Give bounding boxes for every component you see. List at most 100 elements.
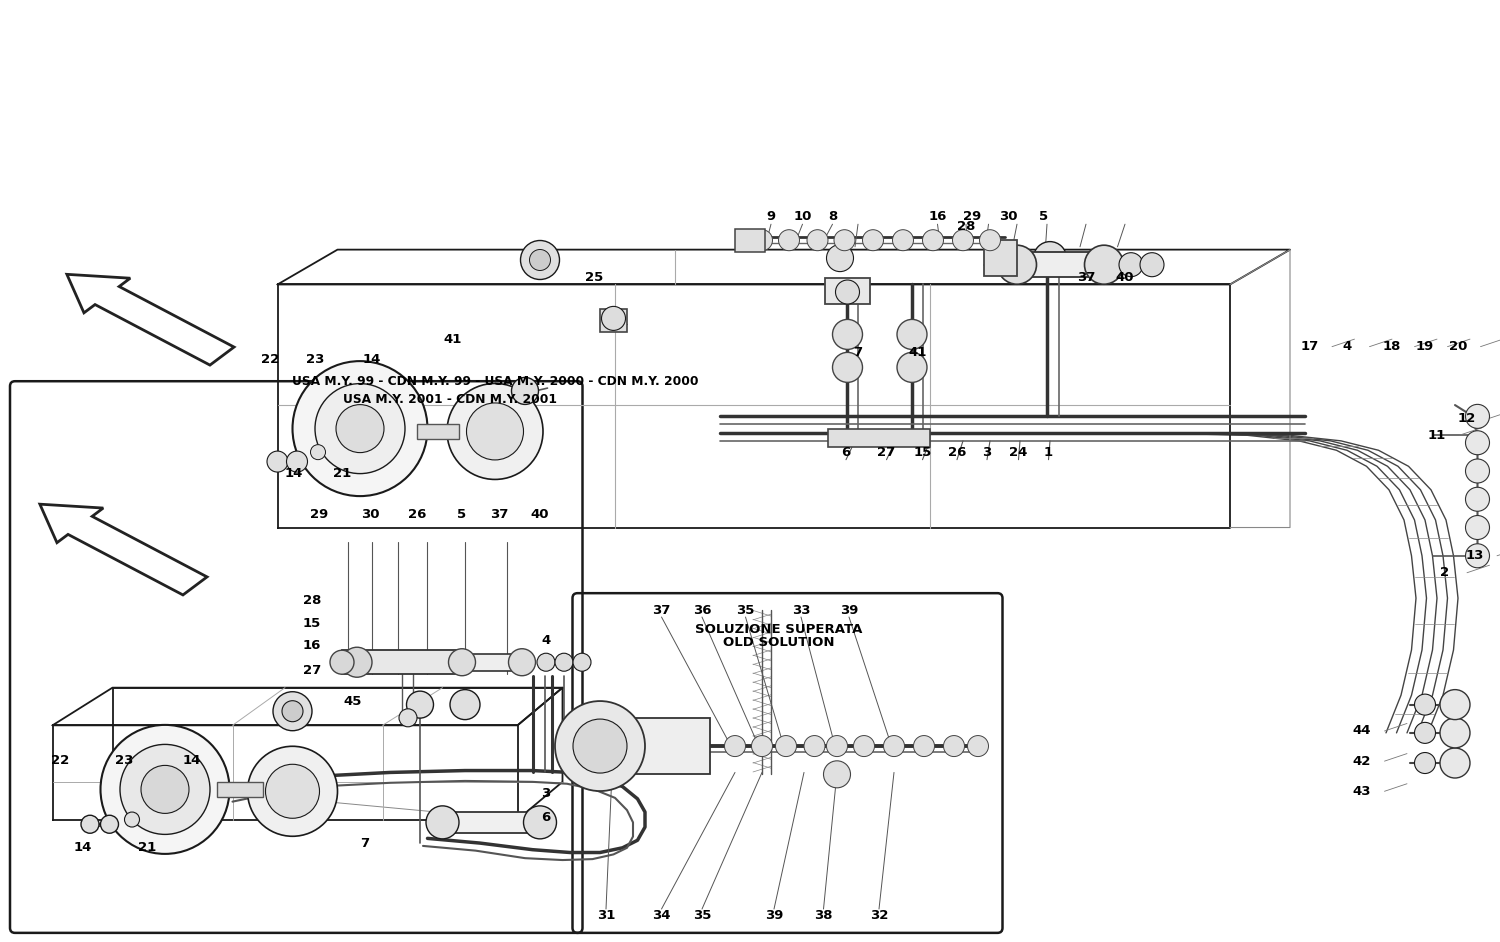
Text: 18: 18 (1383, 340, 1401, 353)
Text: 14: 14 (285, 467, 303, 480)
Circle shape (1466, 459, 1490, 483)
Circle shape (336, 405, 384, 452)
Text: 12: 12 (1458, 412, 1476, 425)
Circle shape (807, 230, 828, 251)
Text: 24: 24 (1010, 446, 1028, 459)
Circle shape (330, 650, 354, 674)
Circle shape (914, 736, 934, 756)
Circle shape (752, 230, 772, 251)
Circle shape (81, 815, 99, 834)
Text: 11: 11 (1428, 429, 1446, 442)
Circle shape (944, 736, 964, 756)
Bar (600, 309, 627, 332)
Text: 14: 14 (363, 353, 381, 366)
Text: 45: 45 (344, 695, 362, 708)
Text: 26: 26 (948, 446, 966, 459)
Circle shape (1466, 430, 1490, 455)
Circle shape (282, 701, 303, 722)
Circle shape (776, 736, 796, 756)
Circle shape (1466, 404, 1490, 429)
Circle shape (827, 245, 854, 271)
Text: 35: 35 (693, 909, 711, 922)
Circle shape (884, 736, 904, 756)
Circle shape (448, 649, 476, 675)
Circle shape (512, 378, 538, 404)
Circle shape (555, 653, 573, 672)
Text: 16: 16 (303, 639, 321, 652)
Circle shape (286, 451, 308, 472)
Circle shape (573, 653, 591, 672)
Circle shape (100, 725, 230, 853)
Circle shape (1140, 252, 1164, 277)
Circle shape (827, 736, 848, 756)
Text: 6: 6 (842, 446, 850, 459)
Text: 7: 7 (360, 836, 369, 850)
Text: 22: 22 (51, 754, 69, 767)
Circle shape (530, 250, 550, 270)
Bar (597, 718, 709, 774)
Circle shape (897, 319, 927, 349)
Circle shape (573, 719, 627, 773)
Circle shape (1414, 753, 1436, 773)
Text: 7: 7 (853, 346, 862, 359)
Text: 15: 15 (914, 446, 932, 459)
Text: 31: 31 (597, 909, 615, 922)
Text: 39: 39 (765, 909, 783, 922)
Circle shape (120, 744, 210, 835)
Circle shape (520, 240, 560, 280)
Text: 37: 37 (652, 604, 670, 617)
Circle shape (273, 691, 312, 731)
Circle shape (804, 736, 825, 756)
Text: 27: 27 (878, 446, 896, 459)
Bar (462, 654, 522, 671)
Text: 14: 14 (74, 841, 92, 854)
Text: USA M.Y. 99 - CDN M.Y. 99 - USA M.Y. 2000 - CDN M.Y. 2000
            USA M.Y. 2: USA M.Y. 99 - CDN M.Y. 99 - USA M.Y. 200… (292, 376, 699, 406)
Circle shape (968, 736, 988, 756)
Text: 21: 21 (138, 841, 156, 854)
Circle shape (1414, 694, 1436, 715)
Circle shape (509, 649, 536, 675)
Text: 29: 29 (310, 508, 328, 521)
Circle shape (892, 230, 914, 251)
Text: 5: 5 (1040, 210, 1048, 223)
Circle shape (266, 764, 320, 819)
Text: 40: 40 (531, 508, 549, 521)
Text: 37: 37 (490, 508, 508, 521)
Text: 39: 39 (840, 604, 858, 617)
Circle shape (952, 230, 974, 251)
Circle shape (141, 766, 189, 813)
Text: 33: 33 (792, 604, 810, 617)
Circle shape (124, 812, 140, 827)
Text: 25: 25 (585, 271, 603, 284)
Bar (984, 240, 1017, 276)
Circle shape (833, 319, 862, 349)
Text: 13: 13 (1466, 549, 1484, 562)
Text: 16: 16 (928, 210, 946, 223)
Circle shape (406, 691, 433, 718)
Bar (342, 650, 462, 674)
Circle shape (466, 403, 524, 460)
Bar (735, 229, 765, 252)
Text: 17: 17 (1300, 340, 1318, 353)
Circle shape (447, 383, 543, 479)
Text: 21: 21 (333, 467, 351, 480)
Text: 1: 1 (1044, 446, 1053, 459)
Bar (828, 429, 930, 447)
Text: 3: 3 (982, 446, 992, 459)
Text: 30: 30 (999, 210, 1017, 223)
Circle shape (524, 805, 556, 839)
Circle shape (1034, 241, 1066, 275)
Circle shape (267, 451, 288, 472)
Polygon shape (40, 504, 207, 595)
Text: SOLUZIONE SUPERATA: SOLUZIONE SUPERATA (694, 623, 862, 636)
Circle shape (292, 361, 427, 496)
Circle shape (602, 306, 625, 331)
Text: 9: 9 (766, 210, 776, 223)
Text: 3: 3 (542, 787, 550, 800)
Text: 38: 38 (815, 909, 833, 922)
Circle shape (315, 383, 405, 474)
Circle shape (1414, 723, 1436, 743)
Text: 23: 23 (116, 754, 134, 767)
Circle shape (310, 445, 326, 460)
Circle shape (342, 647, 372, 677)
